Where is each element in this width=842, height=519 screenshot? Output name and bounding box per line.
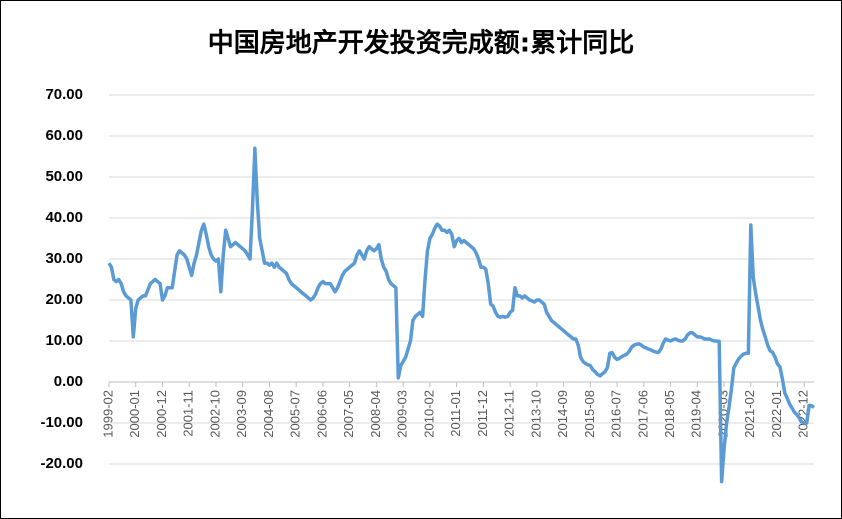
y-tick-label: 40.00 — [45, 209, 83, 226]
x-tick-label: 2009-03 — [395, 390, 410, 438]
y-tick-label: 0.00 — [54, 373, 83, 390]
x-tick-label: 2002-10 — [207, 390, 222, 438]
x-tick-label: 2005-07 — [288, 390, 303, 438]
y-tick-label: 30.00 — [45, 250, 83, 267]
x-tick-label: 2000-01 — [127, 390, 142, 438]
x-tick-label: 2014-09 — [555, 390, 570, 438]
x-tick-label: 2022-01 — [769, 390, 784, 438]
x-tick-label: 2003-09 — [234, 390, 249, 438]
x-tick-label: 2001-11 — [181, 390, 196, 437]
x-tick-label: 2008-04 — [368, 390, 383, 438]
x-tick-label: 2017-06 — [635, 390, 650, 438]
data-line — [107, 146, 815, 484]
chart-title: 中国房地产开发投资完成额:累计同比 — [208, 28, 634, 59]
x-tick-label: 2007-05 — [341, 390, 356, 438]
y-tick-label: 70.00 — [45, 86, 83, 103]
x-tick-label: 2013-10 — [528, 390, 543, 438]
y-tick-label: 20.00 — [45, 291, 83, 308]
x-tick-label: 2010-02 — [421, 390, 436, 438]
x-tick-label: 2000-12 — [154, 390, 169, 438]
x-tick-label: 1999-02 — [100, 390, 115, 438]
x-tick-label: 2006-06 — [314, 390, 329, 438]
x-tick-label: 2019-04 — [689, 390, 704, 438]
x-tick-label: 2021-02 — [742, 390, 757, 438]
x-tick-label: 2011-01 — [448, 390, 463, 437]
y-tick-label: -20.00 — [40, 455, 83, 472]
y-tick-label: 60.00 — [45, 127, 83, 144]
x-tick-label: 2018-05 — [662, 390, 677, 438]
x-tick-label: 2012-11 — [502, 390, 517, 437]
y-tick-label: 10.00 — [45, 332, 83, 349]
y-tick-label: 50.00 — [45, 168, 83, 185]
y-tick-label: -10.00 — [40, 414, 83, 431]
x-tick-label: 2022-12 — [796, 390, 811, 438]
x-tick-label: 2011-12 — [475, 390, 490, 437]
x-tick-label: 2016-07 — [609, 390, 624, 438]
x-tick-label: 2015-08 — [582, 390, 597, 438]
x-tick-label: 2004-08 — [261, 390, 276, 438]
